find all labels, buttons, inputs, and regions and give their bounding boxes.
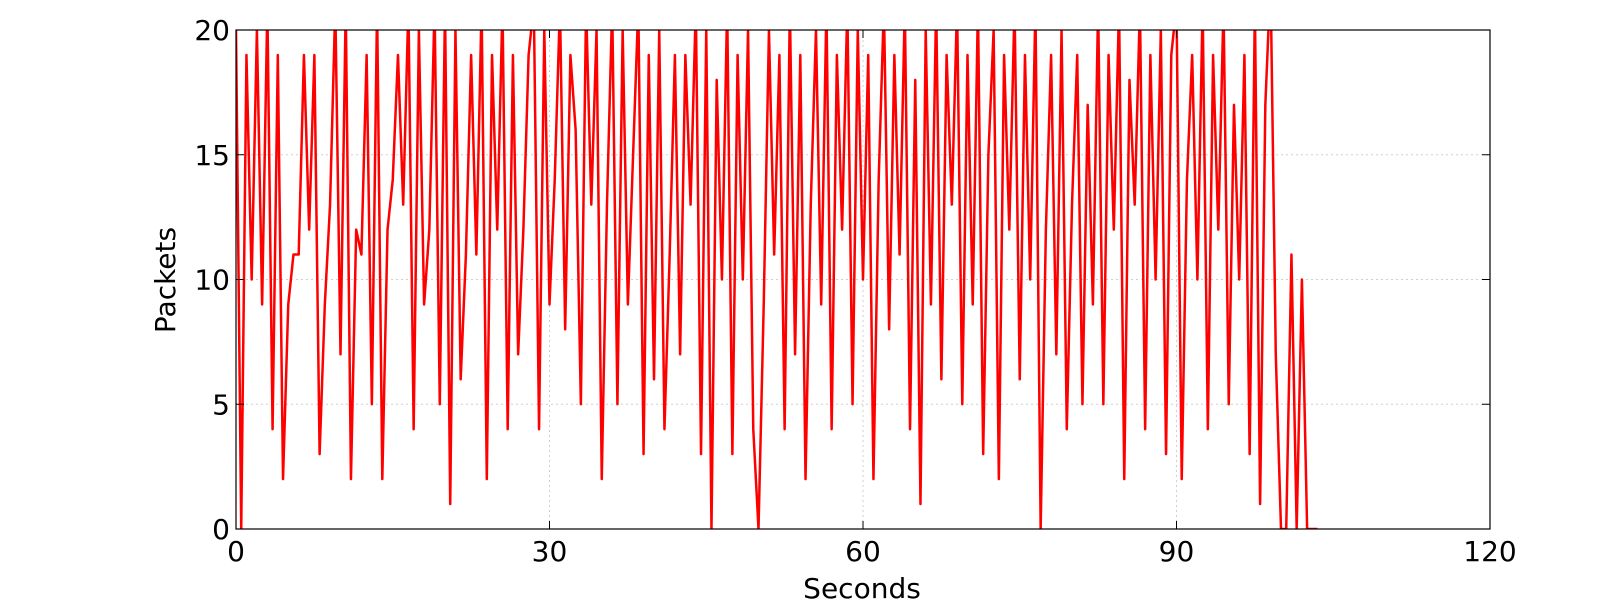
y-tick-label: 15 xyxy=(194,139,230,172)
x-tick-label: 60 xyxy=(845,535,881,568)
x-tick-label: 30 xyxy=(532,535,568,568)
x-tick-label: 120 xyxy=(1463,535,1516,568)
y-axis-label: Packets xyxy=(149,227,182,333)
y-tick-label: 0 xyxy=(212,513,230,546)
x-tick-label: 0 xyxy=(227,535,245,568)
y-tick-label: 20 xyxy=(194,14,230,47)
ticks: 0 5 10 15 20 0 30 60 90 120 xyxy=(194,14,1516,568)
data-line xyxy=(236,30,1318,529)
x-tick-label: 90 xyxy=(1159,535,1195,568)
y-tick-label: 5 xyxy=(212,388,230,421)
y-tick-label: 10 xyxy=(194,264,230,297)
x-axis-label: Seconds xyxy=(803,572,921,600)
plot xyxy=(236,30,1318,529)
